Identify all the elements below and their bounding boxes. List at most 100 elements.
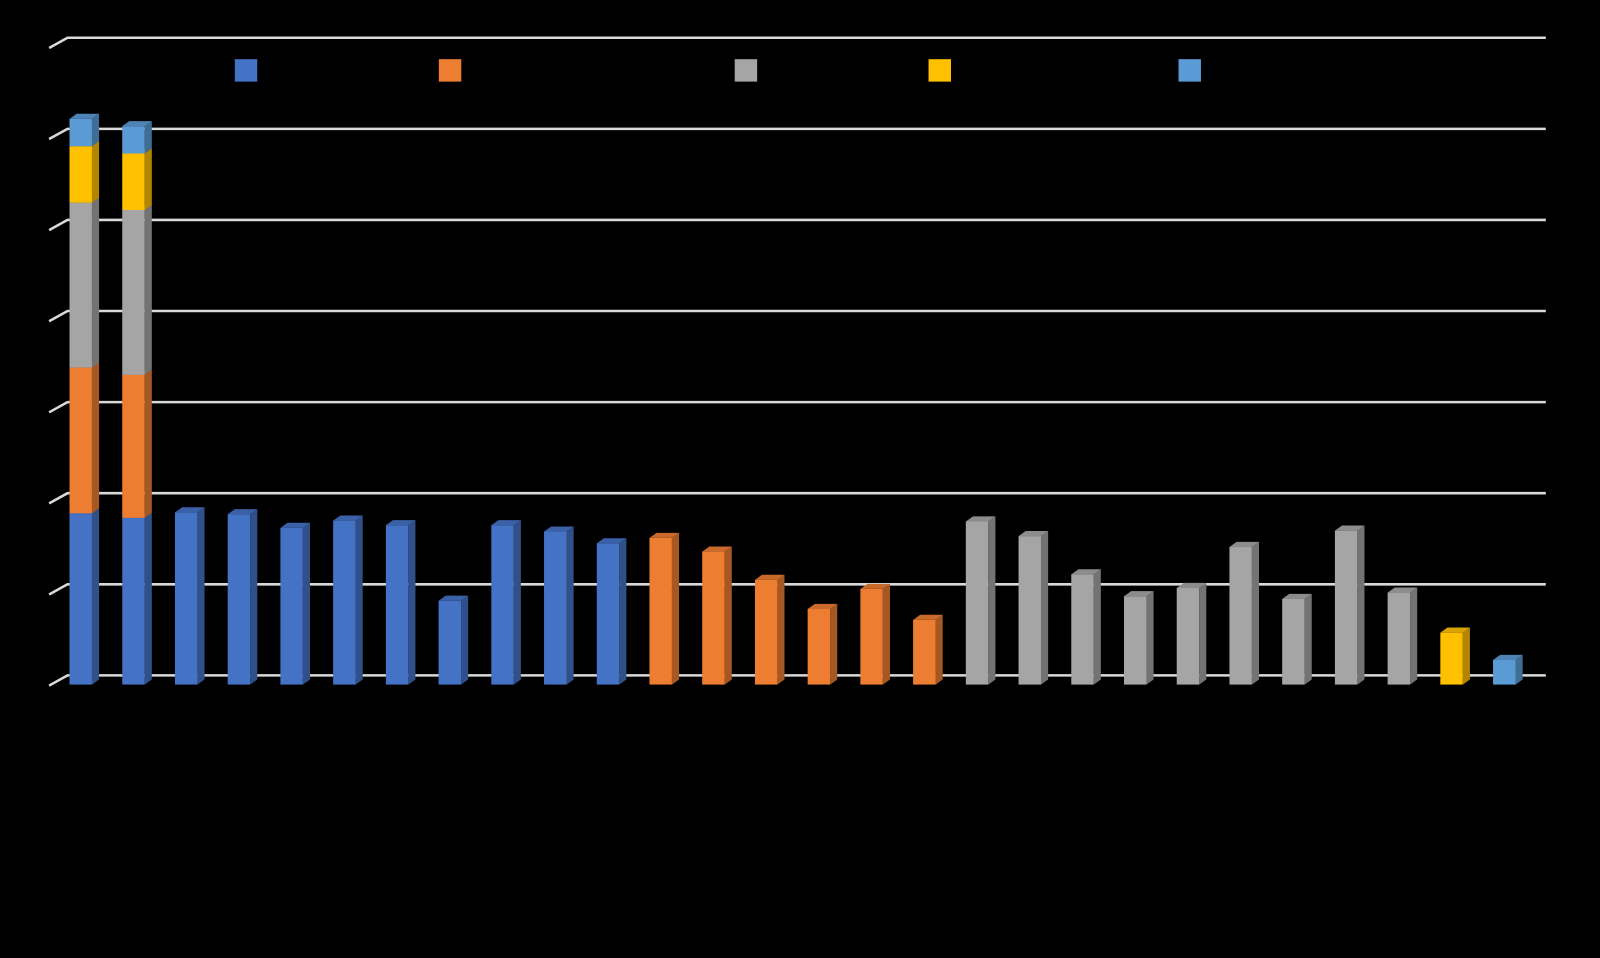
bar-front (174, 512, 198, 685)
bar-top (1123, 591, 1154, 597)
bar-top (1493, 654, 1523, 660)
bar-front (333, 520, 356, 685)
bar-segment (385, 520, 416, 685)
bar-segment (1334, 525, 1365, 685)
bar-front (1229, 547, 1252, 685)
bar-side (144, 369, 152, 518)
grid-line (48, 309, 1546, 323)
bar-side (144, 121, 152, 154)
bar-side (830, 603, 838, 685)
bar-segment (227, 509, 258, 685)
bar-front (69, 202, 92, 368)
bar-top (1229, 541, 1260, 548)
bar-side (91, 508, 100, 685)
bar-top (69, 113, 100, 119)
bar-segment (491, 520, 521, 685)
bar-front (1334, 530, 1358, 685)
bar-segment (649, 532, 680, 685)
bar-segment (1018, 530, 1049, 685)
bar-top (385, 520, 416, 526)
bar-segment (69, 197, 100, 368)
bar-side (1462, 627, 1470, 685)
bar-top (649, 532, 680, 538)
bar-side (1093, 569, 1101, 685)
legend-swatch (234, 59, 258, 82)
legend-swatch (438, 59, 462, 82)
bar-top (174, 507, 205, 513)
bar-segment (544, 526, 574, 685)
bar-segment (1493, 654, 1523, 685)
bar-segment (333, 515, 363, 685)
bar-front (69, 367, 92, 514)
bar-side (91, 197, 100, 368)
bar-top (1440, 627, 1470, 633)
bar-segment (122, 369, 152, 518)
bar-front (122, 209, 145, 375)
bar-side (671, 532, 680, 685)
bar-segment (913, 614, 943, 685)
bar-side (144, 204, 152, 375)
legend-swatch (1178, 59, 1201, 82)
bar-front (1493, 659, 1516, 685)
bar-segment (122, 204, 152, 375)
bar-front (280, 527, 303, 685)
bar-segment (807, 603, 838, 685)
bar-front (122, 126, 145, 154)
bar-side (144, 148, 152, 210)
bar-segment (1229, 541, 1260, 685)
bar-side (988, 516, 996, 685)
bar-front (596, 543, 620, 685)
bar-segment (174, 507, 205, 685)
bar-side (1199, 582, 1207, 685)
bar-top (1176, 582, 1207, 589)
bar-segment (69, 141, 100, 203)
bar-front (1123, 596, 1147, 685)
bar-side (91, 113, 100, 147)
bar-side (1515, 654, 1523, 685)
grid-line (48, 583, 1546, 596)
bar-top (122, 121, 152, 127)
bar-segment (122, 148, 152, 210)
bar-segment (1387, 587, 1418, 685)
bar-front (69, 513, 92, 685)
bar-top (1334, 525, 1365, 531)
bar-top (438, 595, 469, 601)
bar-side (355, 515, 363, 685)
bar-side (1410, 587, 1418, 685)
grid-line (48, 127, 1546, 141)
bar-top (754, 574, 785, 580)
bar-front (1018, 536, 1041, 685)
bar-segment (1282, 593, 1312, 685)
bar-segment (754, 574, 785, 685)
bar-segment (69, 508, 100, 685)
bar-segment (1071, 569, 1101, 685)
bar-side (777, 574, 785, 685)
legend-swatch (734, 59, 758, 82)
bar-front (1176, 588, 1200, 685)
bar-side (250, 509, 258, 685)
bar-front (385, 525, 409, 685)
bar-top (913, 614, 943, 620)
legend-swatch (928, 59, 951, 82)
bar-side (302, 522, 310, 685)
bar-segment (280, 522, 310, 685)
bar-front (1282, 598, 1305, 685)
bar-top (1018, 530, 1049, 537)
bar-front (965, 521, 989, 685)
bar-segment (69, 362, 100, 514)
bar-front (754, 579, 778, 685)
bar-front (491, 525, 514, 685)
bar-segment (122, 512, 152, 685)
bar-top (280, 522, 310, 528)
grid-line (48, 674, 1546, 687)
bar-front (438, 600, 462, 685)
bar-side (461, 595, 469, 685)
bar-segment (860, 583, 890, 685)
bar-front (860, 588, 883, 685)
bar-top (965, 516, 996, 522)
grid-line (48, 400, 1546, 414)
bar-side (724, 546, 732, 685)
